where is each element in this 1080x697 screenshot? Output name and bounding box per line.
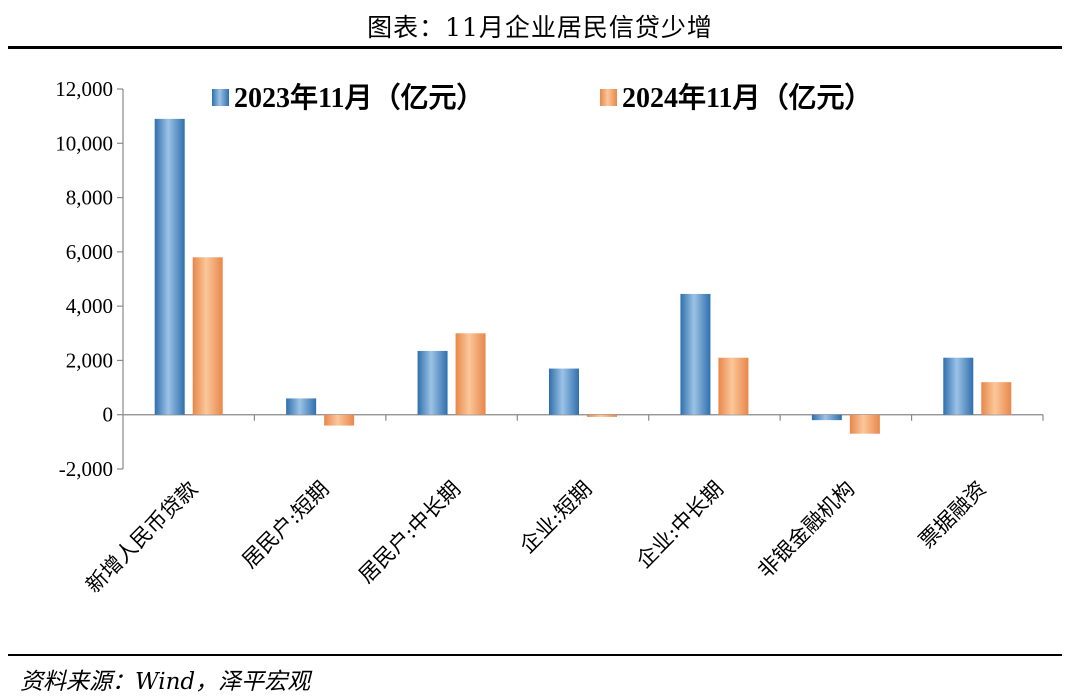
- category-label: 新增人民币贷款: [81, 477, 202, 598]
- bar-series2-4: [587, 414, 617, 417]
- bar-series1-1: [154, 118, 185, 415]
- bar-series2-2: [324, 414, 355, 426]
- y-tick-label: 4,000: [66, 294, 113, 318]
- bar-series1-4: [549, 368, 579, 415]
- bar-series1-7: [943, 357, 974, 415]
- legend: 2023年11月（亿元） 2024年11月（亿元）: [212, 81, 872, 114]
- bar-series2-6: [849, 414, 880, 434]
- bars: [154, 118, 1012, 434]
- category-label: 票据融资: [914, 477, 990, 553]
- legend-label: 2023年11月（亿元）: [234, 81, 484, 114]
- title-divider: [8, 46, 1062, 49]
- bar-series1-5: [680, 293, 711, 415]
- bar-series2-1: [192, 257, 223, 415]
- category-label: 企业:中长期: [632, 477, 728, 573]
- x-axis: [123, 414, 1044, 421]
- bar-chart: 12,00010,0008,0006,0004,0002,0000-2,000 …: [55, 77, 1044, 598]
- bar-series2-7: [981, 382, 1012, 415]
- bar-series1-3: [417, 350, 448, 415]
- bar-series2-3: [455, 333, 486, 415]
- footer-divider: [8, 654, 1062, 656]
- category-label: 企业:短期: [515, 477, 596, 558]
- category-label: 居民户:短期: [237, 477, 333, 573]
- source-note: 资料来源：Wind，泽平宏观: [20, 669, 311, 695]
- y-tick-label: 6,000: [66, 240, 113, 264]
- bar-series2-5: [718, 357, 749, 415]
- y-tick-label: 12,000: [55, 77, 113, 101]
- category-label: 居民户:中长期: [354, 477, 465, 588]
- legend-swatch: [212, 89, 229, 106]
- legend-swatch: [600, 89, 617, 106]
- y-tick-label: 0: [103, 403, 114, 427]
- y-tick-label: 8,000: [66, 186, 113, 210]
- page-title: 图表：11月企业居民信贷少增: [367, 13, 713, 42]
- bar-series1-6: [811, 414, 842, 421]
- y-tick-label: 10,000: [55, 131, 113, 155]
- bar-series1-2: [286, 398, 317, 415]
- y-axis: 12,000 10,000 8,000 6,000 4,000 2,000 0 -2,000: [55, 77, 124, 481]
- y-tick-label: 2,000: [66, 348, 113, 372]
- category-labels: 新增人民币贷款 居民户:短期 居民户:中长期 企业:短期 企业:中长期 非银金融机构 票据融…: [81, 477, 990, 598]
- y-tick-label: -2,000: [59, 457, 113, 481]
- legend-label: 2024年11月（亿元）: [622, 81, 872, 114]
- category-label: 非银金融机构: [753, 477, 859, 583]
